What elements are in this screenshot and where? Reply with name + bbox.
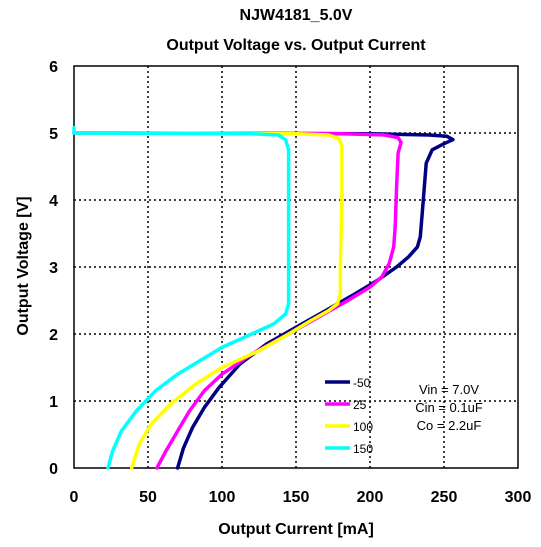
legend-label: 100 [353,420,373,434]
condition-line: Vin = 7.0V [419,382,479,397]
series-lines [72,125,455,470]
condition-line: Co = 2.2uF [417,418,482,433]
y-axis-title: Output Voltage [V] [15,196,32,335]
x-tick-label: 100 [209,489,236,506]
x-tick-label: 300 [505,489,532,506]
x-tick-label: 0 [70,489,79,506]
y-tick-label: 0 [49,461,58,478]
y-tick-label: 1 [49,394,58,411]
x-tick-label: 50 [139,489,157,506]
x-tick-label: 200 [357,489,384,506]
chart-subtitle: Output Voltage vs. Output Current [166,37,426,54]
condition-line: Cin = 0.1uF [415,400,483,415]
conditions-note: Vin = 7.0V Cin = 0.1uF Co = 2.2uF [415,382,483,433]
series-line--50 [72,131,455,470]
axis-ticks: 0 50 100 150 200 250 300 0 1 2 3 4 5 6 [49,59,531,506]
series-line-25 [72,131,403,470]
legend-label: 150 [353,442,373,456]
y-tick-label: 5 [49,126,58,143]
plot-frame [73,65,519,469]
y-tick-label: 6 [49,59,58,76]
chart-title: NJW4181_5.0V [240,7,353,24]
y-tick-label: 4 [49,193,58,210]
legend-label: -50 [353,376,371,390]
legend: -50 25 100 150 [325,376,373,456]
x-axis-title: Output Current [mA] [218,521,374,538]
series-line-150 [72,125,291,470]
y-tick-label: 2 [49,327,58,344]
x-tick-label: 250 [431,489,458,506]
x-tick-label: 150 [283,489,310,506]
y-tick-label: 3 [49,260,58,277]
series-line-100 [72,131,344,470]
legend-label: 25 [353,398,367,412]
